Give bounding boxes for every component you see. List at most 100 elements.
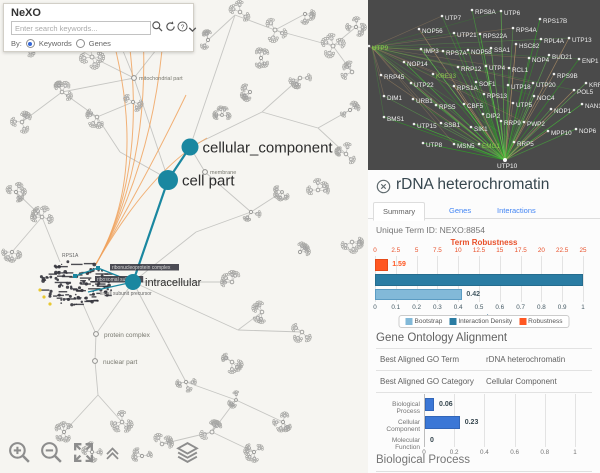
graph-node-label[interactable]: SSA1 [494,47,511,54]
fit-to-screen-icon[interactable] [71,440,96,465]
close-icon[interactable] [376,179,391,194]
graph-node[interactable] [549,107,553,111]
tab-genes[interactable]: Genes [449,206,472,215]
graph-node[interactable] [511,101,515,105]
graph-node-label[interactable]: RPS7A [446,50,467,57]
zoom-out-icon[interactable] [39,440,64,465]
graph-node[interactable] [499,9,503,13]
graph-node-label[interactable]: BMS1 [387,116,405,123]
graph-node[interactable] [507,66,511,70]
graph-node-label[interactable]: KRR1 [589,82,600,89]
graph-node-label[interactable]: PWP2 [527,121,545,128]
collapse-all-icon[interactable] [103,443,122,462]
graph-node[interactable] [489,46,493,50]
ontology-node-label[interactable]: cellular_component [203,139,334,156]
graph-node[interactable] [462,102,466,106]
graph-node-label[interactable]: DIM1 [387,95,403,102]
graph-node[interactable] [506,83,510,87]
graph-node-label[interactable]: UTP22 [414,82,434,89]
graph-node-label[interactable]: UTP6 [504,10,521,17]
graph-node[interactable] [514,42,518,46]
layers-icon[interactable] [175,440,200,465]
graph-node[interactable] [417,27,421,31]
cluster-term-label[interactable]: RPS1A [62,253,79,259]
dense-term-cluster[interactable] [38,260,113,307]
refresh-icon[interactable] [164,20,177,33]
tab-interactions[interactable]: Interactions [497,206,536,215]
graph-node[interactable] [546,129,550,133]
graph-node-label[interactable]: UTP9 [372,45,389,52]
graph-node[interactable] [574,127,578,131]
graph-node-label[interactable]: MSN5 [457,143,475,150]
graph-node[interactable] [456,65,460,69]
graph-node[interactable] [379,73,383,77]
graph-node[interactable] [440,14,444,18]
graph-node[interactable] [580,102,584,106]
cluster-term-label[interactable]: small subunit precursor [100,291,152,297]
graph-node-label[interactable]: NOP4 [532,57,550,64]
graph-node[interactable] [499,119,503,123]
tree-node[interactable] [202,169,208,175]
graph-node-label[interactable]: UTP8 [426,142,443,149]
graph-node[interactable] [402,60,406,64]
graph-node[interactable] [382,115,386,119]
graph-node-label[interactable]: RPS1A [457,85,478,92]
graph-node[interactable] [484,64,488,68]
graph-node-label[interactable]: SOF1 [479,81,496,88]
ontology-node-label[interactable]: intracellular [145,277,202,289]
graph-node-label[interactable]: NOC4 [537,95,555,102]
graph-node-label[interactable]: SIK1 [474,126,488,133]
graph-node-label[interactable]: HSC82 [519,43,540,50]
graph-node[interactable] [477,142,481,146]
graph-node-label[interactable]: NOP58 [471,49,492,56]
zoom-in-icon[interactable] [7,440,32,465]
graph-node[interactable] [421,141,425,145]
graph-node[interactable] [431,72,435,76]
chevron-down-icon[interactable] [186,23,199,36]
graph-node[interactable] [382,94,386,98]
graph-node[interactable] [512,140,516,144]
tree-node[interactable] [96,266,100,270]
graph-node[interactable] [511,26,515,30]
graph-node-label[interactable]: RRP5 [517,141,534,148]
graph-node-label[interactable]: RPS9B [557,73,578,80]
graph-node[interactable] [469,125,473,129]
graph-node-label[interactable]: UTP10 [497,163,518,170]
graph-node-label[interactable]: NOP56 [422,28,443,35]
graph-node[interactable] [522,120,526,124]
graph-node[interactable] [441,49,445,53]
graph-node-label[interactable]: POL5 [577,89,594,96]
graph-node-label[interactable]: ENP1 [582,58,599,65]
search-icon[interactable] [151,20,164,33]
graph-node[interactable] [547,53,551,57]
ontology-node[interactable] [158,170,178,190]
graph-node-label[interactable]: UTP13 [572,37,592,44]
graph-node[interactable] [439,121,443,125]
ontology-node[interactable] [125,274,141,290]
graph-node[interactable] [538,17,542,21]
graph-node-label[interactable]: NOP14 [407,61,428,68]
graph-node-label[interactable]: BUD21 [552,54,573,61]
ontology-node[interactable] [181,138,199,156]
graph-node-label[interactable]: SSB1 [444,122,461,129]
tree-node[interactable] [73,274,77,278]
graph-node-label[interactable]: URB1 [416,98,433,105]
graph-node-label[interactable]: RPS17B [543,18,567,25]
tree-node[interactable] [93,331,99,337]
graph-node[interactable] [531,81,535,85]
graph-node-label[interactable]: NAN1 [585,103,600,110]
graph-node[interactable] [367,44,371,48]
graph-node[interactable] [409,81,413,85]
graph-node-label[interactable]: RRP12 [461,66,482,73]
graph-node-label[interactable]: RPS8A [475,9,496,16]
graph-node[interactable] [452,142,456,146]
graph-node-label[interactable]: UTP21 [457,32,477,39]
tree-node[interactable] [131,75,137,81]
graph-node[interactable] [552,72,556,76]
graph-node[interactable] [411,97,415,101]
graph-node[interactable] [503,158,507,162]
graph-node[interactable] [577,57,581,61]
graph-node-label[interactable]: UTP18 [511,84,531,91]
graph-node-label[interactable]: MPP10 [551,130,572,137]
graph-node-label[interactable]: NOP6 [579,128,597,135]
